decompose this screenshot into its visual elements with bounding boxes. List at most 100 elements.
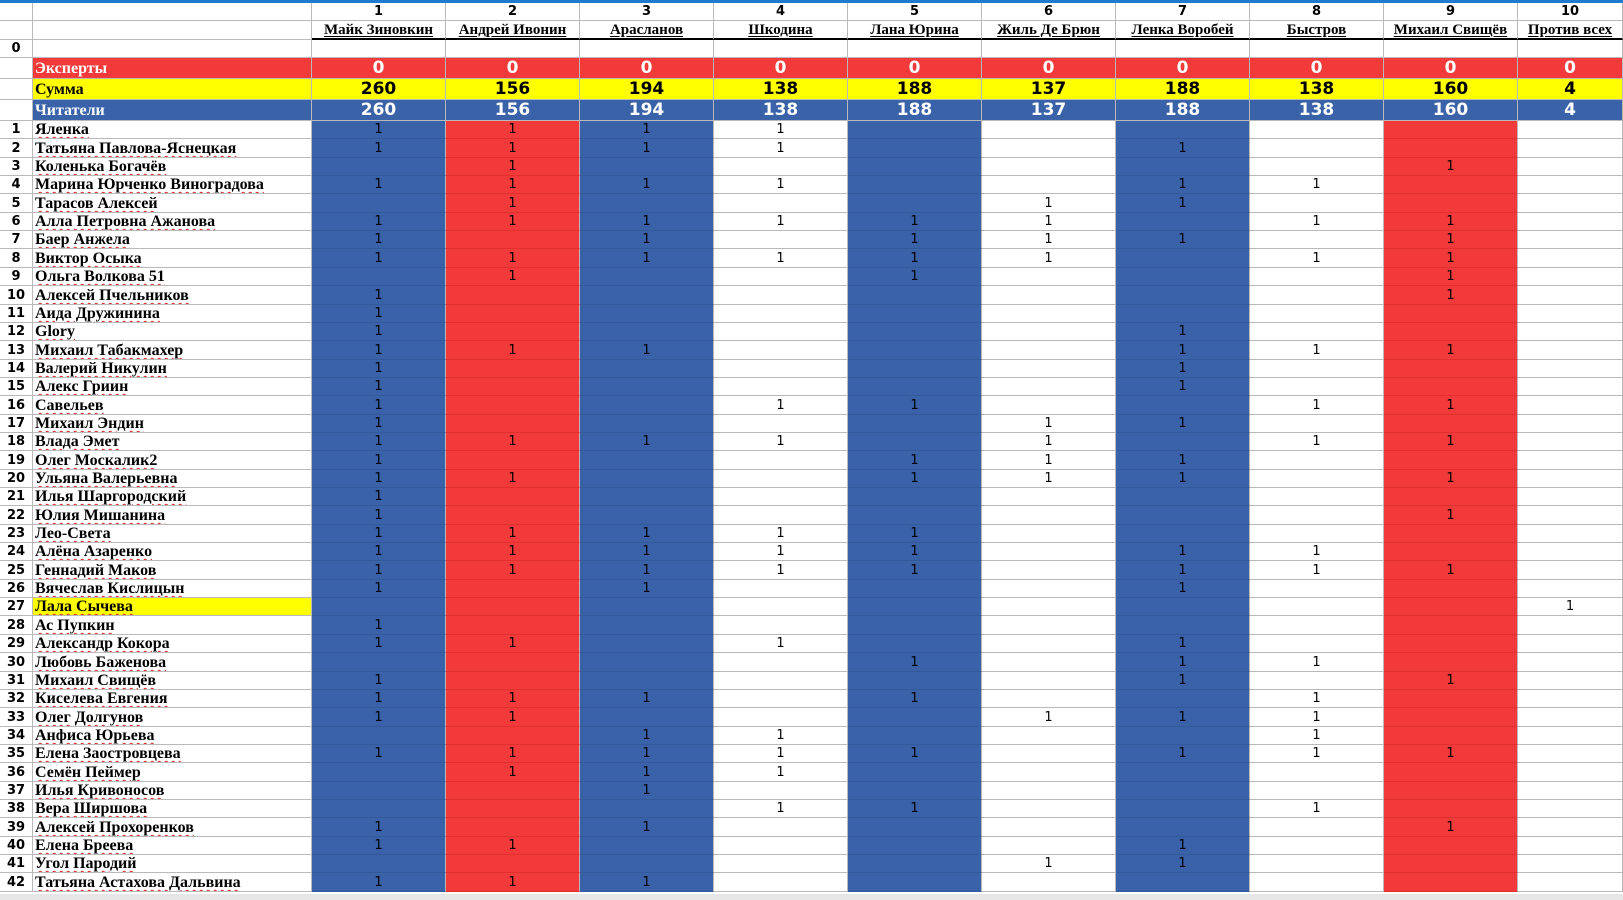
row-index[interactable] [0, 100, 33, 121]
vote-cell[interactable] [1116, 782, 1250, 800]
vote-cell[interactable] [848, 635, 982, 653]
vote-cell[interactable]: 1 [1384, 268, 1518, 286]
vote-cell[interactable]: 1 [982, 433, 1116, 451]
vote-cell[interactable]: 1 [1384, 818, 1518, 837]
vote-cell[interactable] [982, 598, 1116, 616]
vote-cell[interactable] [1518, 543, 1623, 561]
experts-value[interactable]: 0 [1518, 58, 1623, 79]
vote-cell[interactable]: 1 [312, 176, 446, 194]
vote-cell[interactable]: 1 [312, 525, 446, 543]
vote-cell[interactable]: 1 [580, 818, 714, 837]
voter-name[interactable]: Вячеслав Кислицын [33, 580, 312, 598]
vote-cell[interactable] [1518, 672, 1623, 690]
vote-cell[interactable] [580, 323, 714, 341]
vote-cell[interactable] [848, 305, 982, 323]
voter-name[interactable]: Ас Пупкин [33, 616, 312, 635]
voter-name[interactable]: Влада Эмет [33, 433, 312, 451]
vote-cell[interactable] [1518, 415, 1623, 433]
corner-cell[interactable] [0, 3, 33, 21]
vote-cell[interactable] [848, 488, 982, 506]
row-index[interactable]: 37 [0, 782, 33, 800]
vote-cell[interactable]: 1 [312, 378, 446, 396]
column-number[interactable]: 5 [848, 3, 982, 21]
vote-cell[interactable]: 1 [312, 396, 446, 415]
vote-cell[interactable] [1518, 213, 1623, 231]
row-index[interactable]: 33 [0, 708, 33, 727]
vote-cell[interactable] [312, 598, 446, 616]
voter-name[interactable]: Елена Бреева [33, 837, 312, 855]
vote-cell[interactable] [1250, 231, 1384, 249]
vote-cell[interactable] [1250, 194, 1384, 213]
experts-value[interactable]: 0 [982, 58, 1116, 79]
vote-cell[interactable]: 1 [714, 561, 848, 580]
row-index[interactable]: 2 [0, 139, 33, 158]
row-index[interactable]: 25 [0, 561, 33, 580]
vote-cell[interactable]: 1 [982, 249, 1116, 268]
vote-cell[interactable]: 1 [446, 341, 580, 360]
vote-cell[interactable] [580, 708, 714, 727]
vote-cell[interactable] [446, 653, 580, 672]
vote-cell[interactable] [714, 341, 848, 360]
vote-cell[interactable]: 1 [1384, 213, 1518, 231]
vote-cell[interactable] [580, 415, 714, 433]
vote-cell[interactable]: 1 [580, 543, 714, 561]
voter-name[interactable]: Алексей Пчельников [33, 286, 312, 305]
column-number[interactable]: 10 [1518, 3, 1623, 21]
vote-cell[interactable] [848, 139, 982, 158]
vote-cell[interactable]: 1 [1116, 451, 1250, 470]
experts-value[interactable]: 0 [714, 58, 848, 79]
vote-cell[interactable] [1384, 525, 1518, 543]
vote-cell[interactable] [580, 855, 714, 873]
vote-cell[interactable] [312, 855, 446, 873]
vote-cell[interactable] [714, 286, 848, 305]
vote-cell[interactable]: 1 [1116, 837, 1250, 855]
vote-cell[interactable] [580, 396, 714, 415]
column-number[interactable]: 6 [982, 3, 1116, 21]
vote-cell[interactable]: 1 [312, 231, 446, 249]
vote-cell[interactable]: 1 [1116, 561, 1250, 580]
vote-cell[interactable]: 1 [848, 213, 982, 231]
vote-cell[interactable]: 1 [312, 580, 446, 598]
voter-name[interactable]: Алексей Прохоренков [33, 818, 312, 837]
vote-cell[interactable] [580, 470, 714, 488]
row-index[interactable]: 30 [0, 653, 33, 672]
vote-cell[interactable]: 1 [446, 690, 580, 708]
vote-cell[interactable]: 1 [714, 635, 848, 653]
experts-value[interactable]: 0 [1116, 58, 1250, 79]
horizontal-scrollbar[interactable] [0, 894, 1623, 900]
vote-cell[interactable] [714, 158, 848, 176]
vote-cell[interactable] [1518, 360, 1623, 378]
vote-cell[interactable] [1384, 855, 1518, 873]
row-index[interactable] [0, 79, 33, 100]
vote-cell[interactable]: 1 [848, 800, 982, 818]
readers-value[interactable]: 188 [848, 100, 982, 121]
readers-value[interactable]: 260 [312, 100, 446, 121]
vote-cell[interactable] [1116, 818, 1250, 837]
row-index[interactable]: 27 [0, 598, 33, 616]
vote-cell[interactable] [848, 873, 982, 892]
vote-cell[interactable]: 1 [714, 176, 848, 194]
row-index[interactable]: 31 [0, 672, 33, 690]
row-index[interactable]: 15 [0, 378, 33, 396]
readers-value[interactable]: 4 [1518, 100, 1623, 121]
vote-cell[interactable] [1518, 580, 1623, 598]
vote-cell[interactable] [446, 727, 580, 745]
vote-cell[interactable] [446, 800, 580, 818]
readers-value[interactable]: 194 [580, 100, 714, 121]
vote-cell[interactable] [1518, 873, 1623, 892]
vote-cell[interactable]: 1 [1250, 708, 1384, 727]
vote-cell[interactable] [1518, 451, 1623, 470]
voter-name[interactable]: Баер Анжела [33, 231, 312, 249]
vote-cell[interactable]: 1 [1116, 176, 1250, 194]
vote-cell[interactable] [982, 286, 1116, 305]
vote-cell[interactable]: 1 [446, 470, 580, 488]
vote-cell[interactable]: 1 [312, 543, 446, 561]
vote-cell[interactable]: 1 [1250, 561, 1384, 580]
vote-cell[interactable] [312, 727, 446, 745]
sum-label[interactable]: Сумма [33, 79, 312, 100]
vote-cell[interactable]: 1 [446, 708, 580, 727]
voter-name[interactable]: Валерий Никулин [33, 360, 312, 378]
vote-cell[interactable]: 1 [312, 818, 446, 837]
vote-cell[interactable]: 1 [312, 121, 446, 139]
vote-cell[interactable] [1250, 378, 1384, 396]
